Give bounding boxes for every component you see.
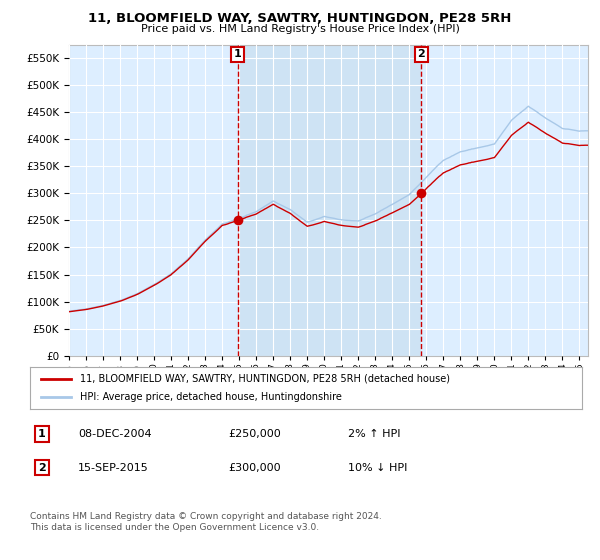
Text: 1: 1 xyxy=(234,49,242,59)
Text: 10% ↓ HPI: 10% ↓ HPI xyxy=(348,463,407,473)
Text: £250,000: £250,000 xyxy=(228,429,281,439)
Text: 11, BLOOMFIELD WAY, SAWTRY, HUNTINGDON, PE28 5RH (detached house): 11, BLOOMFIELD WAY, SAWTRY, HUNTINGDON, … xyxy=(80,374,449,384)
Text: 1: 1 xyxy=(38,429,46,439)
Text: 11, BLOOMFIELD WAY, SAWTRY, HUNTINGDON, PE28 5RH: 11, BLOOMFIELD WAY, SAWTRY, HUNTINGDON, … xyxy=(88,12,512,25)
Text: 2: 2 xyxy=(418,49,425,59)
Text: 15-SEP-2015: 15-SEP-2015 xyxy=(78,463,149,473)
Text: 2: 2 xyxy=(38,463,46,473)
Text: Price paid vs. HM Land Registry's House Price Index (HPI): Price paid vs. HM Land Registry's House … xyxy=(140,24,460,34)
Text: HPI: Average price, detached house, Huntingdonshire: HPI: Average price, detached house, Hunt… xyxy=(80,392,341,402)
Text: 2% ↑ HPI: 2% ↑ HPI xyxy=(348,429,401,439)
Text: £300,000: £300,000 xyxy=(228,463,281,473)
Text: 08-DEC-2004: 08-DEC-2004 xyxy=(78,429,152,439)
Bar xyxy=(238,45,421,356)
Text: Contains HM Land Registry data © Crown copyright and database right 2024.
This d: Contains HM Land Registry data © Crown c… xyxy=(30,512,382,532)
